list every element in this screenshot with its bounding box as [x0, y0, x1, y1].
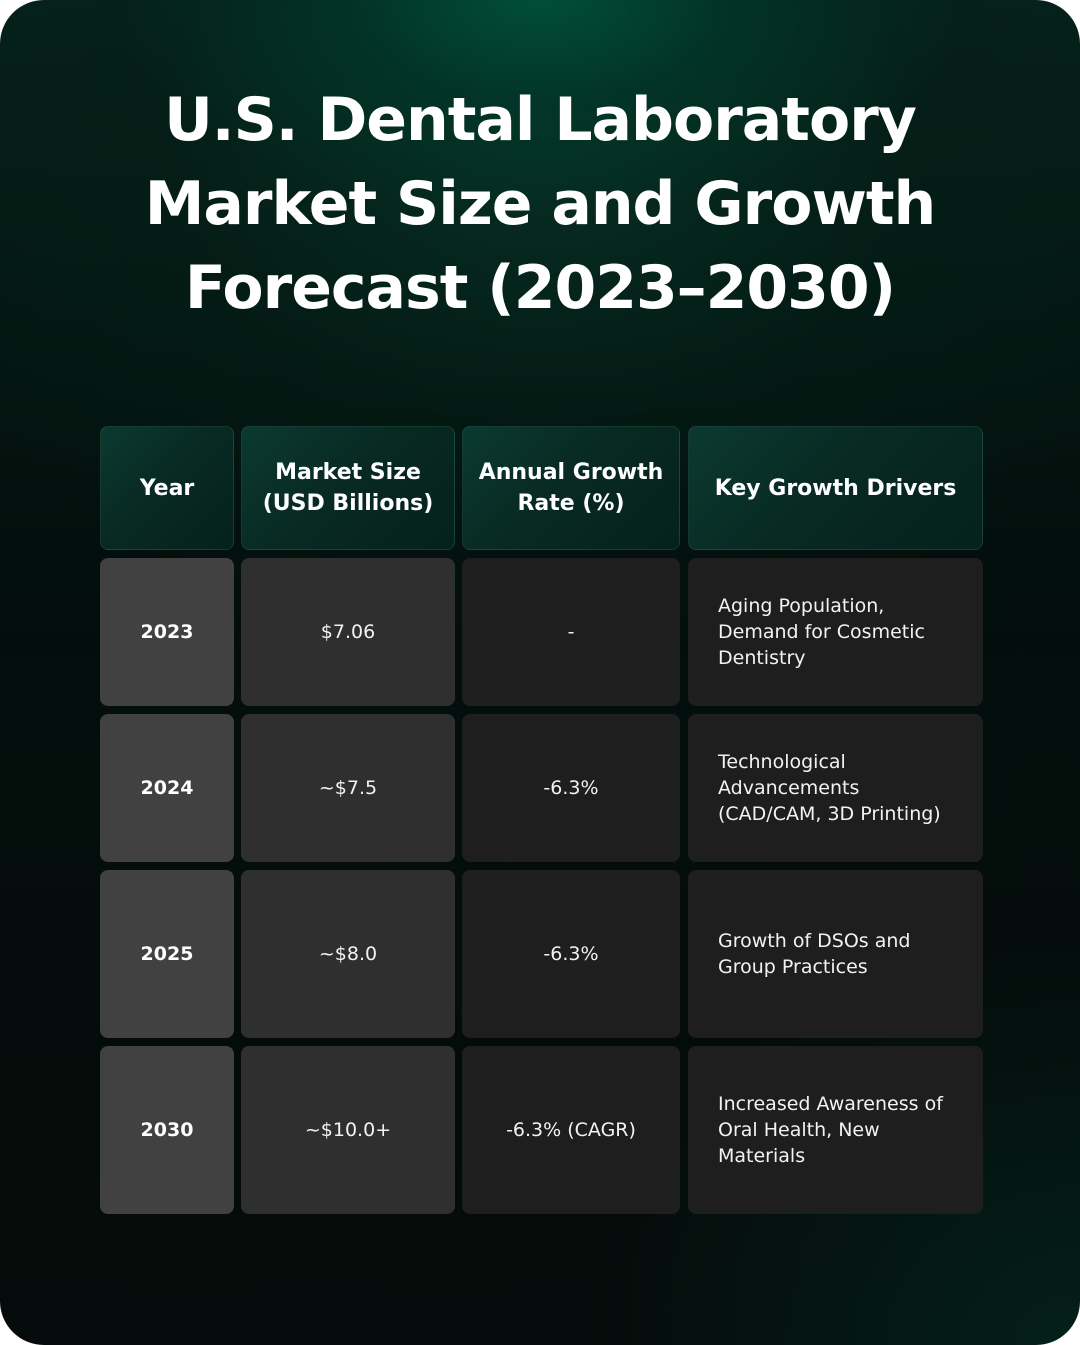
cell-market-size: $7.06 [241, 558, 455, 706]
column-header-drivers: Key Growth Drivers [688, 426, 983, 550]
cell-year: 2024 [100, 714, 234, 862]
cell-year: 2025 [100, 870, 234, 1038]
page-title: U.S. Dental Laboratory Market Size and G… [144, 85, 937, 323]
column-header-year: Year [100, 426, 234, 550]
column-header-market-size: Market Size (USD Billions) [241, 426, 455, 550]
cell-drivers: Technological Advancements (CAD/CAM, 3D … [688, 714, 983, 862]
cell-market-size: ~$7.5 [241, 714, 455, 862]
column-header-growth-rate: Annual Growth Rate (%) [462, 426, 680, 550]
cell-growth-rate: - [462, 558, 680, 706]
cell-growth-rate: -6.3% [462, 870, 680, 1038]
cell-growth-rate: -6.3% [462, 714, 680, 862]
cell-market-size: ~$8.0 [241, 870, 455, 1038]
cell-drivers: Growth of DSOs and Group Practices [688, 870, 983, 1038]
cell-drivers: Aging Population, Demand for Cosmetic De… [688, 558, 983, 706]
cell-market-size: ~$10.0+ [241, 1046, 455, 1214]
cell-growth-rate: -6.3% (CAGR) [462, 1046, 680, 1214]
cell-year: 2023 [100, 558, 234, 706]
cell-year: 2030 [100, 1046, 234, 1214]
cell-drivers: Increased Awareness of Oral Health, New … [688, 1046, 983, 1214]
